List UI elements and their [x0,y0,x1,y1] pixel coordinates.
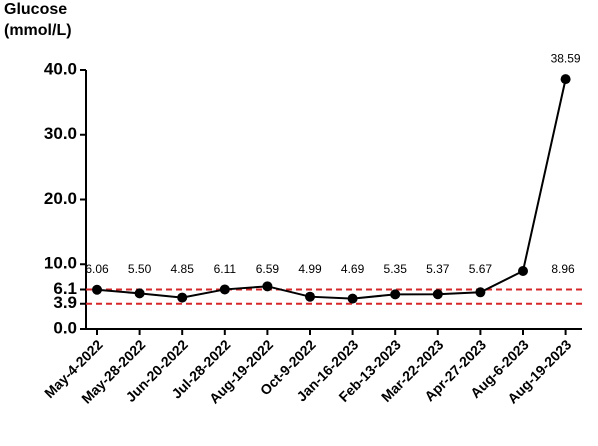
data-point [518,265,528,276]
value-label: 6.06 [85,262,109,276]
data-point [347,293,358,304]
y-axis-title: Glucose [4,1,67,18]
value-label: 5.50 [128,262,152,276]
y-tick-label: 6.1 [53,279,77,298]
value-label: 6.59 [256,262,280,276]
data-point [475,287,486,298]
value-label: 5.67 [469,262,493,276]
y-tick-label: 10.0 [44,254,77,273]
y-tick-label: 30.0 [44,124,77,143]
data-point [390,289,401,300]
y-tick-label: 40.0 [44,59,77,78]
data-point [134,288,145,299]
y-tick-label: 0.0 [53,318,77,337]
data-line [96,78,567,300]
data-point [432,289,443,300]
y-tick-label: 20.0 [44,189,77,208]
data-point [92,284,102,295]
value-label: 38.59 [551,51,581,65]
value-label: 4.69 [341,262,365,276]
value-label: 5.35 [384,262,408,276]
y-axis-title: (mmol/L) [4,22,72,39]
value-label: 6.11 [214,262,237,276]
value-label: 4.85 [171,262,195,276]
y-tick-label: 3.9 [53,293,77,312]
data-point [219,284,230,295]
value-label: 8.96 [551,262,575,276]
data-point [262,281,273,292]
value-label: 4.99 [298,262,322,276]
value-label: 5.37 [426,262,450,276]
data-point [560,74,571,85]
data-point [177,292,188,303]
data-point [305,291,315,302]
